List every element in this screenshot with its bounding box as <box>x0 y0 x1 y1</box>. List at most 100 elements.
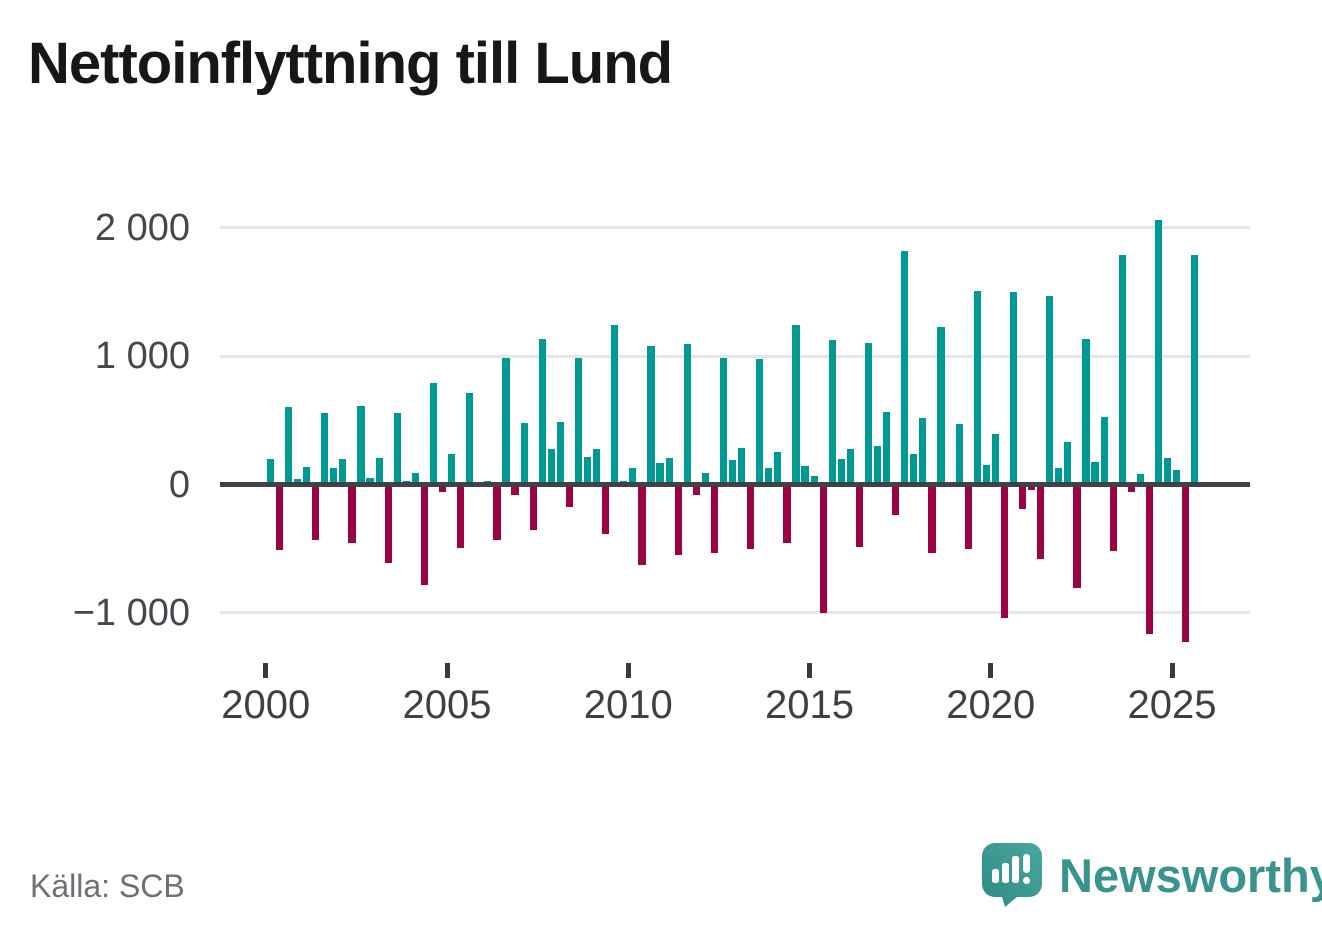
bar-2018Q2 <box>928 484 936 554</box>
bar-2001Q4 <box>330 468 338 485</box>
bar-2000Q2 <box>275 484 284 550</box>
newsworthy-logo-icon <box>982 843 1042 907</box>
bar-2011Q2 <box>674 484 682 556</box>
bar-2021Q3 <box>1046 295 1054 485</box>
x-axis-tick-2010 <box>625 663 631 678</box>
bar-2025Q2 <box>1182 484 1190 643</box>
bar-2014Q2 <box>783 484 791 543</box>
bar-2015Q2 <box>819 484 827 614</box>
bar-2014Q3 <box>792 324 800 485</box>
bar-2013Q1 <box>738 447 746 485</box>
bar-2003Q1 <box>375 457 383 485</box>
logo-exclamation-dot <box>1023 877 1030 884</box>
bar-2022Q2 <box>1073 484 1081 589</box>
x-axis-tick-2020 <box>988 663 994 678</box>
gridline-2000 <box>220 226 1250 230</box>
logo-bar-medium <box>1002 863 1009 883</box>
logo-bar-small <box>992 869 999 883</box>
bar-2024Q1 <box>1136 474 1144 485</box>
bar-2016Q4 <box>873 446 882 485</box>
bar-2020Q3 <box>1009 292 1018 485</box>
x-axis-tick-2025 <box>1169 663 1175 678</box>
bar-2012Q4 <box>728 460 737 485</box>
bar-2000Q4 <box>293 479 302 485</box>
bar-2008Q1 <box>556 421 564 485</box>
bar-2013Q4 <box>765 467 773 485</box>
chart-title: Nettoinflyttning till Lund <box>28 31 673 96</box>
bar-2010Q2 <box>638 484 646 565</box>
bar-2010Q4 <box>656 462 664 485</box>
y-axis-label-1000: 1 000 <box>94 335 190 378</box>
y-axis-label-2000: 2 000 <box>94 206 190 249</box>
y-axis-label-0: 0 <box>168 463 190 506</box>
x-axis-label-2000: 2000 <box>221 683 311 727</box>
bar-2006Q4 <box>511 484 519 496</box>
x-axis-tick-2000 <box>263 663 269 678</box>
bar-2020Q2 <box>1000 484 1009 618</box>
x-axis-tick-2015 <box>807 663 813 678</box>
bar-2007Q2 <box>529 484 537 531</box>
bar-2006Q2 <box>493 484 501 541</box>
bar-2025Q3 <box>1191 254 1199 485</box>
bar-2000Q1 <box>266 458 274 485</box>
newsworthy-wordmark: Newsworthy <box>1059 848 1322 902</box>
bar-2011Q4 <box>692 484 700 495</box>
x-axis-label-2015: 2015 <box>765 683 855 727</box>
bar-2007Q4 <box>547 449 555 485</box>
bar-2002Q4 <box>366 478 374 485</box>
logo-exclamation-stem <box>1023 854 1030 873</box>
bar-2012Q3 <box>719 358 728 485</box>
bar-2016Q1 <box>846 448 854 485</box>
bar-2021Q1 <box>1028 484 1036 491</box>
source-label: Källa: SCB <box>30 868 185 904</box>
bar-2008Q3 <box>574 358 583 485</box>
bar-2024Q2 <box>1145 484 1154 634</box>
x-axis-label-2010: 2010 <box>583 683 673 727</box>
bar-2023Q1 <box>1100 416 1108 485</box>
bar-2022Q1 <box>1064 442 1072 485</box>
bar-2019Q2 <box>964 484 972 549</box>
bar-2008Q2 <box>565 484 574 507</box>
bar-2023Q3 <box>1118 254 1126 485</box>
bar-2024Q4 <box>1163 457 1172 485</box>
newsworthy-brand: Newsworthy <box>981 841 1322 909</box>
bar-2013Q2 <box>747 484 755 549</box>
bar-2001Q1 <box>303 466 311 485</box>
bar-2008Q4 <box>583 456 592 485</box>
bar-2017Q2 <box>892 484 900 516</box>
bar-2009Q3 <box>611 324 619 485</box>
bar-2016Q2 <box>855 484 864 547</box>
bar-2012Q1 <box>701 472 709 485</box>
bar-2024Q3 <box>1154 220 1163 485</box>
bar-2004Q2 <box>420 484 429 586</box>
bar-2001Q2 <box>312 484 320 541</box>
bar-2023Q4 <box>1127 484 1135 493</box>
bar-2002Q1 <box>339 459 347 485</box>
bar-2017Q3 <box>901 250 909 485</box>
bar-2014Q1 <box>774 451 782 485</box>
bar-2005Q3 <box>466 393 474 485</box>
bar-2009Q2 <box>602 484 610 534</box>
bar-2012Q2 <box>710 484 719 554</box>
zero-axis-line <box>220 482 1250 487</box>
bar-2018Q1 <box>919 418 927 485</box>
x-axis-label-2020: 2020 <box>946 683 1036 727</box>
bar-2004Q3 <box>429 382 438 485</box>
gridline-1000 <box>220 354 1250 358</box>
x-axis-label-2005: 2005 <box>402 683 492 727</box>
x-axis-tick-2005 <box>444 663 450 678</box>
bar-2005Q2 <box>457 484 465 548</box>
bar-2010Q3 <box>647 345 655 485</box>
bar-2003Q2 <box>384 484 392 563</box>
bar-2009Q1 <box>593 448 601 485</box>
bar-2011Q3 <box>683 344 691 485</box>
bar-2015Q3 <box>828 339 836 485</box>
bar-2006Q3 <box>502 358 510 485</box>
bar-2011Q1 <box>665 457 673 485</box>
bar-2018Q3 <box>937 326 945 485</box>
bar-2001Q3 <box>321 413 329 485</box>
logo-bar-tall <box>1012 856 1019 883</box>
bar-2017Q4 <box>910 454 918 485</box>
